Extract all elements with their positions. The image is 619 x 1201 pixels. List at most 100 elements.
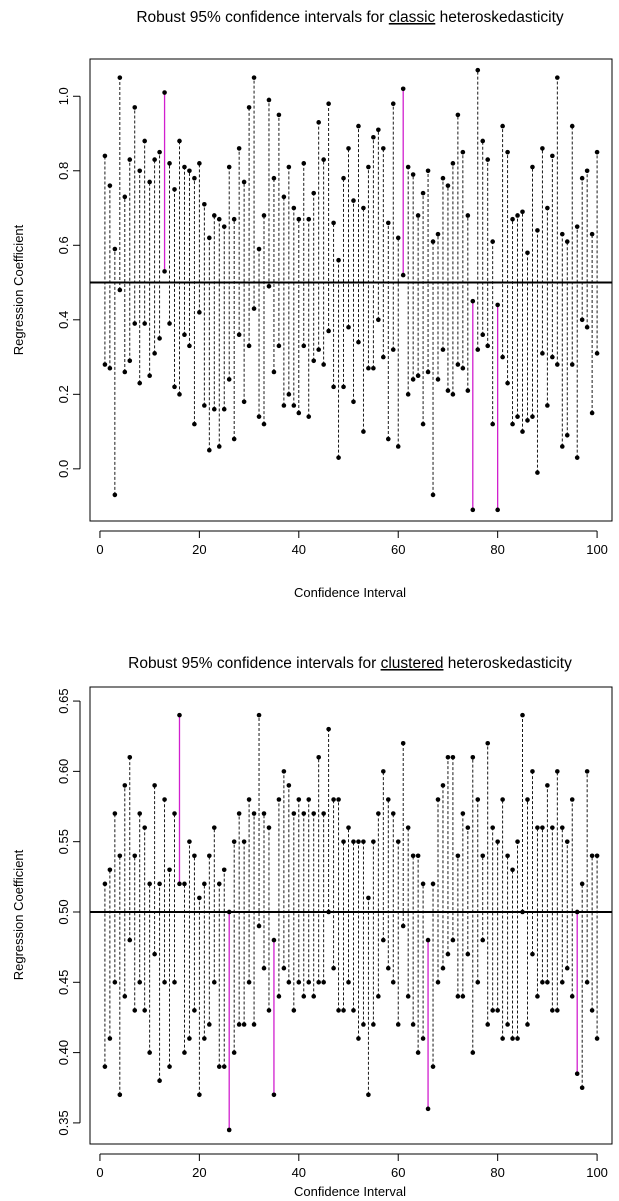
lower-bound-point: [545, 403, 550, 408]
upper-bound-point: [346, 146, 351, 151]
upper-bound-point: [107, 867, 113, 873]
lower-bound-point: [410, 1022, 416, 1027]
lower-bound-point: [192, 1008, 197, 1013]
lower-bound-point: [117, 1092, 123, 1098]
lower-bound-point: [207, 447, 212, 453]
lower-bound-point: [301, 994, 307, 999]
upper-bound-point: [485, 740, 491, 746]
upper-bound-point: [326, 726, 331, 732]
lower-bound-point: [236, 332, 242, 338]
upper-bound-point: [306, 797, 312, 802]
lower-bound-point: [510, 421, 515, 427]
lower-bound-point: [475, 979, 481, 985]
upper-bound-point: [177, 138, 182, 144]
lower-bound-point: [281, 965, 287, 971]
upper-bound-point: [371, 839, 376, 844]
lower-bound-point: [366, 1092, 371, 1098]
upper-bound-point: [475, 67, 481, 73]
upper-bound-point: [555, 75, 560, 80]
upper-bound-point: [142, 138, 147, 144]
lower-bound-point: [535, 470, 540, 475]
y-tick-label: 0.4: [56, 311, 71, 329]
lower-bound-point: [460, 365, 466, 371]
lower-bound-point: [286, 392, 292, 397]
lower-bound-point: [321, 362, 326, 367]
upper-bound-point: [589, 231, 595, 237]
lower-bound-point: [400, 272, 406, 278]
lower-bound-point: [425, 1106, 431, 1112]
upper-bound-point: [540, 146, 545, 151]
lower-bound-point: [157, 1078, 162, 1084]
x-tick-label: 80: [490, 542, 504, 557]
lower-bound-point: [266, 283, 272, 289]
lower-bound-point: [321, 979, 326, 985]
upper-bound-point: [460, 811, 466, 816]
upper-bound-point: [480, 138, 486, 144]
x-tick-label: 100: [586, 542, 608, 557]
upper-bound-point: [251, 811, 257, 816]
lower-bound-point: [361, 429, 366, 434]
lower-bound-point: [127, 937, 133, 943]
upper-bound-point: [221, 867, 227, 873]
x-tick-label: 100: [586, 1165, 608, 1180]
lower-bound-point: [211, 979, 217, 985]
lower-bound-point: [251, 1022, 257, 1027]
lower-bound-point: [530, 414, 535, 419]
lower-bound-point: [341, 1008, 346, 1013]
upper-bound-point: [172, 811, 177, 816]
upper-bound-point: [162, 797, 167, 802]
upper-bound-point: [356, 839, 361, 844]
lower-bound-point: [505, 380, 510, 386]
upper-bound-point: [440, 783, 446, 788]
upper-bound-point: [540, 825, 545, 830]
y-tick-label: 0.0: [56, 460, 71, 478]
upper-bound-point: [450, 755, 456, 760]
lower-bound-point: [172, 979, 177, 985]
upper-bound-point: [341, 175, 346, 181]
upper-bound-point: [381, 769, 386, 774]
lower-bound-point: [346, 324, 351, 330]
lower-bound-point: [460, 994, 466, 999]
lower-bound-point: [569, 994, 575, 999]
lower-bound-point: [574, 455, 580, 460]
lower-bound-point: [306, 979, 312, 985]
upper-bound-point: [147, 881, 152, 887]
lower-bound-point: [281, 403, 287, 408]
lower-bound-point: [440, 347, 446, 352]
lower-bound-point: [216, 444, 222, 449]
upper-bound-point: [420, 881, 426, 887]
upper-bound-point: [589, 853, 595, 859]
lower-bound-point: [226, 1127, 232, 1133]
lower-bound-point: [162, 979, 167, 985]
x-tick-label: 0: [96, 1165, 103, 1180]
upper-bound-point: [485, 157, 491, 162]
lower-bound-point: [132, 321, 138, 326]
upper-bound-point: [127, 157, 133, 162]
lower-bound-point: [376, 994, 381, 999]
upper-bound-point: [216, 216, 222, 222]
lower-bound-point: [207, 1022, 212, 1027]
upper-bound-point: [480, 853, 486, 859]
upper-bound-point: [197, 161, 202, 166]
lower-bound-point: [540, 979, 545, 985]
upper-bound-point: [211, 825, 217, 830]
lower-bound-point: [107, 1036, 113, 1041]
upper-bound-point: [579, 881, 585, 887]
lower-bound-point: [515, 414, 520, 419]
upper-bound-point: [286, 783, 292, 788]
y-tick-label: 0.65: [56, 688, 71, 713]
lower-bound-point: [306, 414, 312, 419]
upper-bound-point: [266, 825, 272, 830]
lower-bound-point: [291, 1008, 297, 1013]
upper-bound-point: [192, 175, 197, 181]
upper-bound-point: [281, 194, 287, 200]
lower-bound-point: [430, 1064, 436, 1069]
upper-bound-point: [430, 881, 436, 887]
lower-bound-point: [296, 410, 302, 416]
lower-bound-point: [520, 909, 525, 915]
y-tick-label: 0.2: [56, 385, 71, 403]
upper-bound-point: [137, 168, 143, 174]
lower-bound-point: [197, 310, 202, 315]
upper-bound-point: [221, 224, 227, 229]
lower-bound-point: [187, 343, 192, 349]
